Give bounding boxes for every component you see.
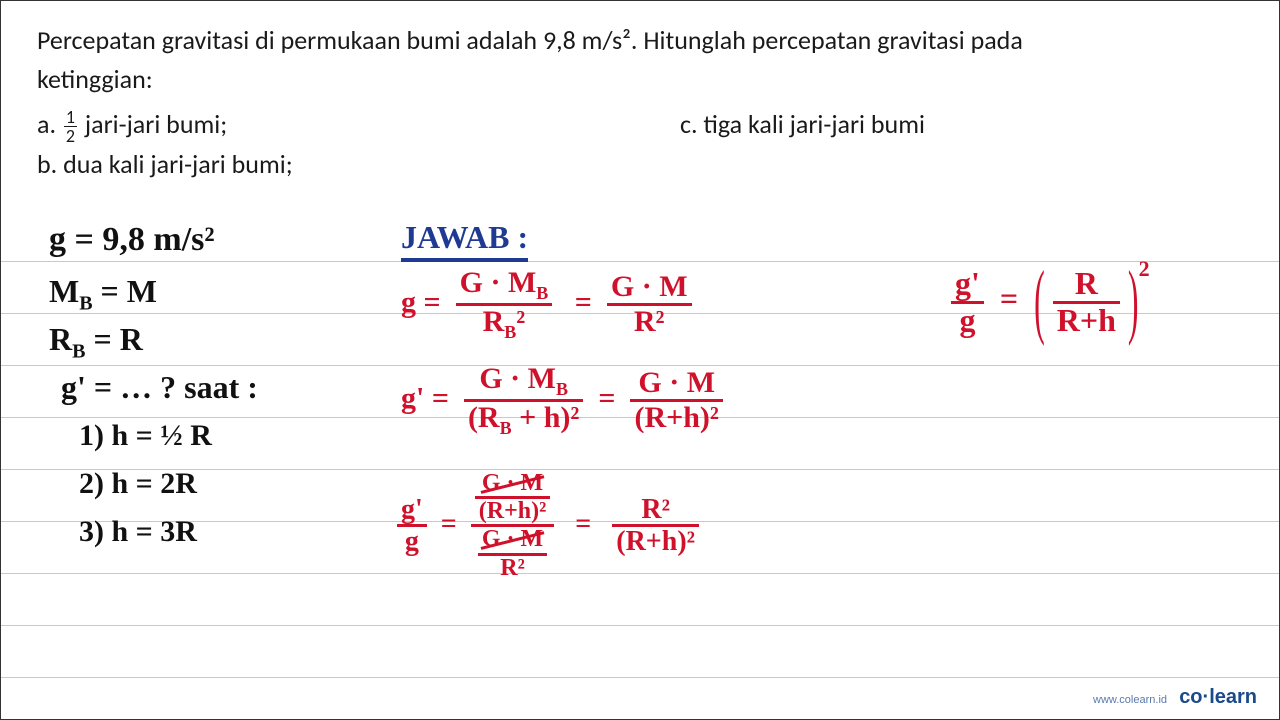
given-rb: RB = R bbox=[49, 321, 143, 363]
footer-brand: co·learn bbox=[1179, 686, 1257, 708]
eq2-den1-sub: B bbox=[500, 418, 512, 438]
final-lhs-d: g bbox=[955, 304, 979, 338]
eq2-num1-t: G · M bbox=[479, 362, 556, 395]
given-rb-eq: = R bbox=[85, 321, 142, 357]
eq2-frac1-num: G · MB bbox=[475, 363, 572, 399]
given-case-1: 1) h = ½ R bbox=[79, 419, 212, 453]
final-sup: 2 bbox=[1139, 256, 1150, 281]
eq2-den2: (R+h)² bbox=[630, 402, 722, 434]
eq3-lhs-n: g' bbox=[397, 495, 427, 524]
paren-left: ( bbox=[1034, 253, 1045, 349]
eq3-rhs-d: (R+h)² bbox=[612, 527, 699, 556]
eq3-lhs-d: g bbox=[401, 527, 423, 556]
given-rb-lhs: R bbox=[49, 321, 72, 357]
answer-title-text: JAWAB : bbox=[401, 219, 528, 262]
given-mb: MB = M bbox=[49, 273, 157, 315]
eq3-lhs: g' g bbox=[397, 495, 427, 557]
eq3-rhs-n: R² bbox=[637, 495, 674, 524]
eq1-mid: = bbox=[575, 285, 592, 318]
eq2-mid: = bbox=[598, 381, 615, 414]
options-left: a. 12 jari-jari bumi; b. dua kali jari-j… bbox=[37, 105, 600, 184]
eq1-den1-sub: B bbox=[504, 322, 516, 342]
problem-line-2: ketinggian: bbox=[37, 60, 1243, 99]
eq1-num1-sub: B bbox=[536, 283, 548, 303]
eq2-den1-pre: (R bbox=[468, 401, 500, 434]
options-right: c. tiga kali jari-jari bumi bbox=[680, 105, 1243, 184]
eq1-frac2: G · M R² bbox=[607, 271, 692, 337]
eq2-frac1: G · MB (RB + h)² bbox=[464, 363, 583, 438]
given-case-2: 2) h = 2R bbox=[79, 467, 197, 501]
final-rhs-n: R bbox=[1071, 267, 1102, 301]
problem-options: a. 12 jari-jari bumi; b. dua kali jari-j… bbox=[37, 105, 1243, 184]
eq2-num2: G · M bbox=[634, 367, 719, 399]
given-mb-eq: = M bbox=[93, 273, 157, 309]
given-mb-sub: B bbox=[79, 292, 92, 314]
eq3-bot-num: G · M bbox=[482, 527, 543, 552]
eq2-num1-sub: B bbox=[556, 379, 568, 399]
eq1-den1-t: R bbox=[483, 305, 505, 338]
eq1-lhs: g = bbox=[401, 285, 441, 318]
option-a-suffix: jari-jari bumi; bbox=[79, 108, 227, 140]
final-rhs-frac: R R+h bbox=[1053, 267, 1120, 337]
eq3-compound: G · M (R+h)² G · M R² bbox=[471, 471, 555, 581]
eq3-eq1: = bbox=[441, 508, 457, 539]
option-a: a. 12 jari-jari bumi; bbox=[37, 105, 600, 145]
answer-title: JAWAB : bbox=[401, 219, 528, 262]
eq3-eq2: = bbox=[575, 508, 591, 539]
eq3-top-frac: G · M (R+h)² bbox=[475, 471, 551, 524]
eq1-frac1-num: G · MB bbox=[456, 267, 553, 303]
problem-block: Percepatan gravitasi di permukaan bumi a… bbox=[37, 21, 1243, 184]
handwriting-area: g = 9,8 m/s² MB = M RB = R g' = … ? saat… bbox=[1, 211, 1279, 681]
eq3-top-den: (R+h)² bbox=[475, 499, 551, 524]
eq3-compound-top: G · M (R+h)² bbox=[471, 471, 555, 524]
option-c: c. tiga kali jari-jari bumi bbox=[680, 105, 1243, 144]
eq3-compound-bot: G · M R² bbox=[474, 527, 551, 580]
eq3-bot-frac: G · M R² bbox=[478, 527, 547, 580]
given-mb-lhs: M bbox=[49, 273, 79, 309]
option-b: b. dua kali jari-jari bumi; bbox=[37, 145, 600, 184]
paren-right: ) bbox=[1128, 253, 1139, 349]
eq3-bot-den: R² bbox=[496, 556, 529, 581]
given-gprime: g' = … ? saat : bbox=[61, 369, 258, 406]
eq-g-surface: g = G · MB RB² = G · M R² bbox=[401, 267, 692, 342]
eq2-frac2: G · M (R+h)² bbox=[630, 367, 722, 433]
given-g: g = 9,8 m/s² bbox=[49, 221, 215, 259]
given-case-3: 3) h = 3R bbox=[79, 515, 197, 549]
eq1-den1-sup: ² bbox=[516, 305, 525, 338]
eq3-rhs: R² (R+h)² bbox=[612, 495, 699, 557]
eq3-top-num: G · M bbox=[482, 471, 543, 496]
final-lhs-n: g' bbox=[951, 267, 984, 301]
eq-g-height: g' = G · MB (RB + h)² = G · M (R+h)² bbox=[401, 363, 723, 438]
eq1-frac1-den: RB² bbox=[479, 306, 530, 342]
eq2-lhs: g' = bbox=[401, 381, 449, 414]
footer-url: www.colearn.id bbox=[1093, 694, 1167, 706]
footer: www.colearn.id co·learn bbox=[1093, 686, 1257, 709]
eq2-den1-post: + h)² bbox=[512, 401, 580, 434]
eq-final: g' g = ( R R+h )2 bbox=[951, 267, 1150, 337]
option-a-frac-den: 2 bbox=[64, 127, 77, 145]
problem-line-1: Percepatan gravitasi di permukaan bumi a… bbox=[37, 21, 1243, 60]
eq1-num2: G · M bbox=[607, 271, 692, 303]
option-a-fraction: 12 bbox=[64, 108, 77, 145]
final-eq: = bbox=[1000, 280, 1018, 316]
eq1-den2: R² bbox=[630, 306, 669, 338]
final-lhs: g' g bbox=[951, 267, 984, 337]
eq-ratio: g' g = G · M (R+h)² G · M bbox=[397, 471, 699, 581]
option-a-prefix: a. bbox=[37, 108, 62, 140]
eq2-frac1-den: (RB + h)² bbox=[464, 402, 583, 438]
page: Percepatan gravitasi di permukaan bumi a… bbox=[1, 1, 1279, 719]
final-rhs-d: R+h bbox=[1053, 304, 1120, 338]
eq1-frac1: G · MB RB² bbox=[456, 267, 553, 342]
eq1-num1-t: G · M bbox=[460, 266, 537, 299]
given-rb-sub: B bbox=[72, 340, 85, 362]
